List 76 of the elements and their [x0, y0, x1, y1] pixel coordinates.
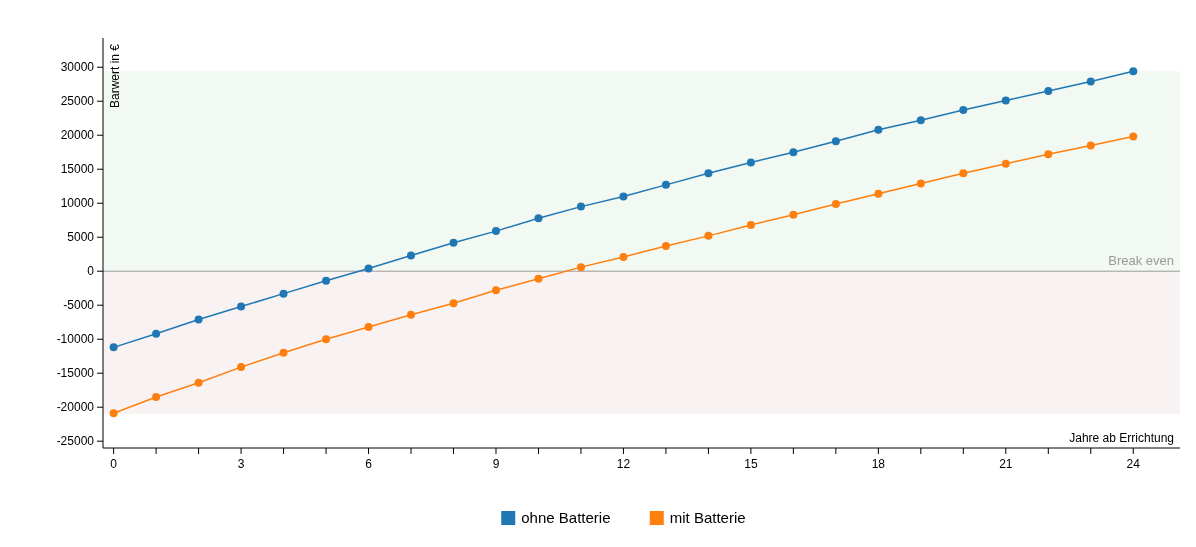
- point: [704, 231, 713, 240]
- point: [831, 199, 840, 208]
- point: [194, 378, 203, 387]
- y-tick-label: 5000: [67, 230, 95, 245]
- point: [491, 227, 500, 236]
- point: [576, 202, 585, 211]
- point: [874, 189, 883, 198]
- point: [916, 116, 925, 125]
- point: [1044, 87, 1053, 96]
- point: [1129, 132, 1138, 141]
- point: [322, 276, 331, 285]
- point: [364, 322, 373, 331]
- y-tick-label: 25000: [60, 94, 95, 109]
- y-tick-label: -25000: [56, 434, 95, 449]
- point: [704, 169, 713, 178]
- x-tick-label: 0: [110, 457, 118, 471]
- point: [661, 180, 670, 189]
- point: [576, 263, 585, 272]
- point: [661, 242, 670, 251]
- point: [1086, 77, 1095, 86]
- x-axis-title: Jahre ab Errichtung: [1069, 431, 1174, 445]
- point: [1001, 96, 1010, 105]
- point: [364, 264, 373, 273]
- point: [959, 106, 968, 115]
- ref-line-label: Break even: [1108, 253, 1174, 269]
- x-tick-label: 18: [871, 457, 886, 471]
- point: [1086, 141, 1095, 150]
- legend-label: ohne Batterie: [521, 509, 611, 527]
- point: [237, 302, 246, 311]
- point: [874, 125, 883, 134]
- y-tick-label: 30000: [60, 60, 95, 75]
- point: [152, 329, 161, 338]
- y-tick-label: -20000: [56, 400, 95, 415]
- point: [534, 214, 543, 223]
- point: [407, 310, 416, 319]
- x-tick-label: 21: [999, 457, 1013, 471]
- x-tick-label: 6: [365, 457, 373, 471]
- point: [789, 210, 798, 219]
- point: [1129, 67, 1138, 76]
- point: [237, 363, 246, 372]
- y-tick-label: 20000: [60, 128, 95, 143]
- y-tick-label: -15000: [56, 366, 95, 381]
- point: [109, 409, 118, 418]
- point: [959, 169, 968, 178]
- point: [619, 192, 628, 201]
- point: [449, 299, 458, 308]
- point: [789, 148, 798, 157]
- point: [831, 137, 840, 146]
- y-tick-label: 10000: [60, 196, 95, 211]
- point: [279, 348, 288, 357]
- y-tick-label: 15000: [60, 162, 95, 177]
- point: [322, 335, 331, 344]
- point: [746, 220, 755, 229]
- x-tick-label: 24: [1126, 457, 1141, 471]
- y-tick-label: 0: [87, 264, 95, 279]
- point: [407, 251, 416, 260]
- legend-label: mit Batterie: [669, 509, 746, 527]
- point: [491, 286, 500, 295]
- point: [1001, 159, 1010, 168]
- x-tick-label: 9: [492, 457, 500, 471]
- y-axis-title: Barwert in €: [108, 43, 122, 109]
- point: [152, 393, 161, 402]
- x-tick-label: 12: [616, 457, 631, 471]
- x-tick-label: 15: [744, 457, 758, 471]
- point: [916, 179, 925, 188]
- point: [449, 238, 458, 247]
- x-tick-label: 3: [237, 457, 245, 471]
- point: [194, 315, 203, 324]
- point: [746, 158, 755, 167]
- y-tick-label: -5000: [63, 298, 95, 313]
- y-tick-label: -10000: [56, 332, 95, 347]
- point: [109, 343, 118, 352]
- point: [1044, 150, 1053, 159]
- point: [619, 252, 628, 261]
- point: [279, 289, 288, 298]
- point: [534, 274, 543, 283]
